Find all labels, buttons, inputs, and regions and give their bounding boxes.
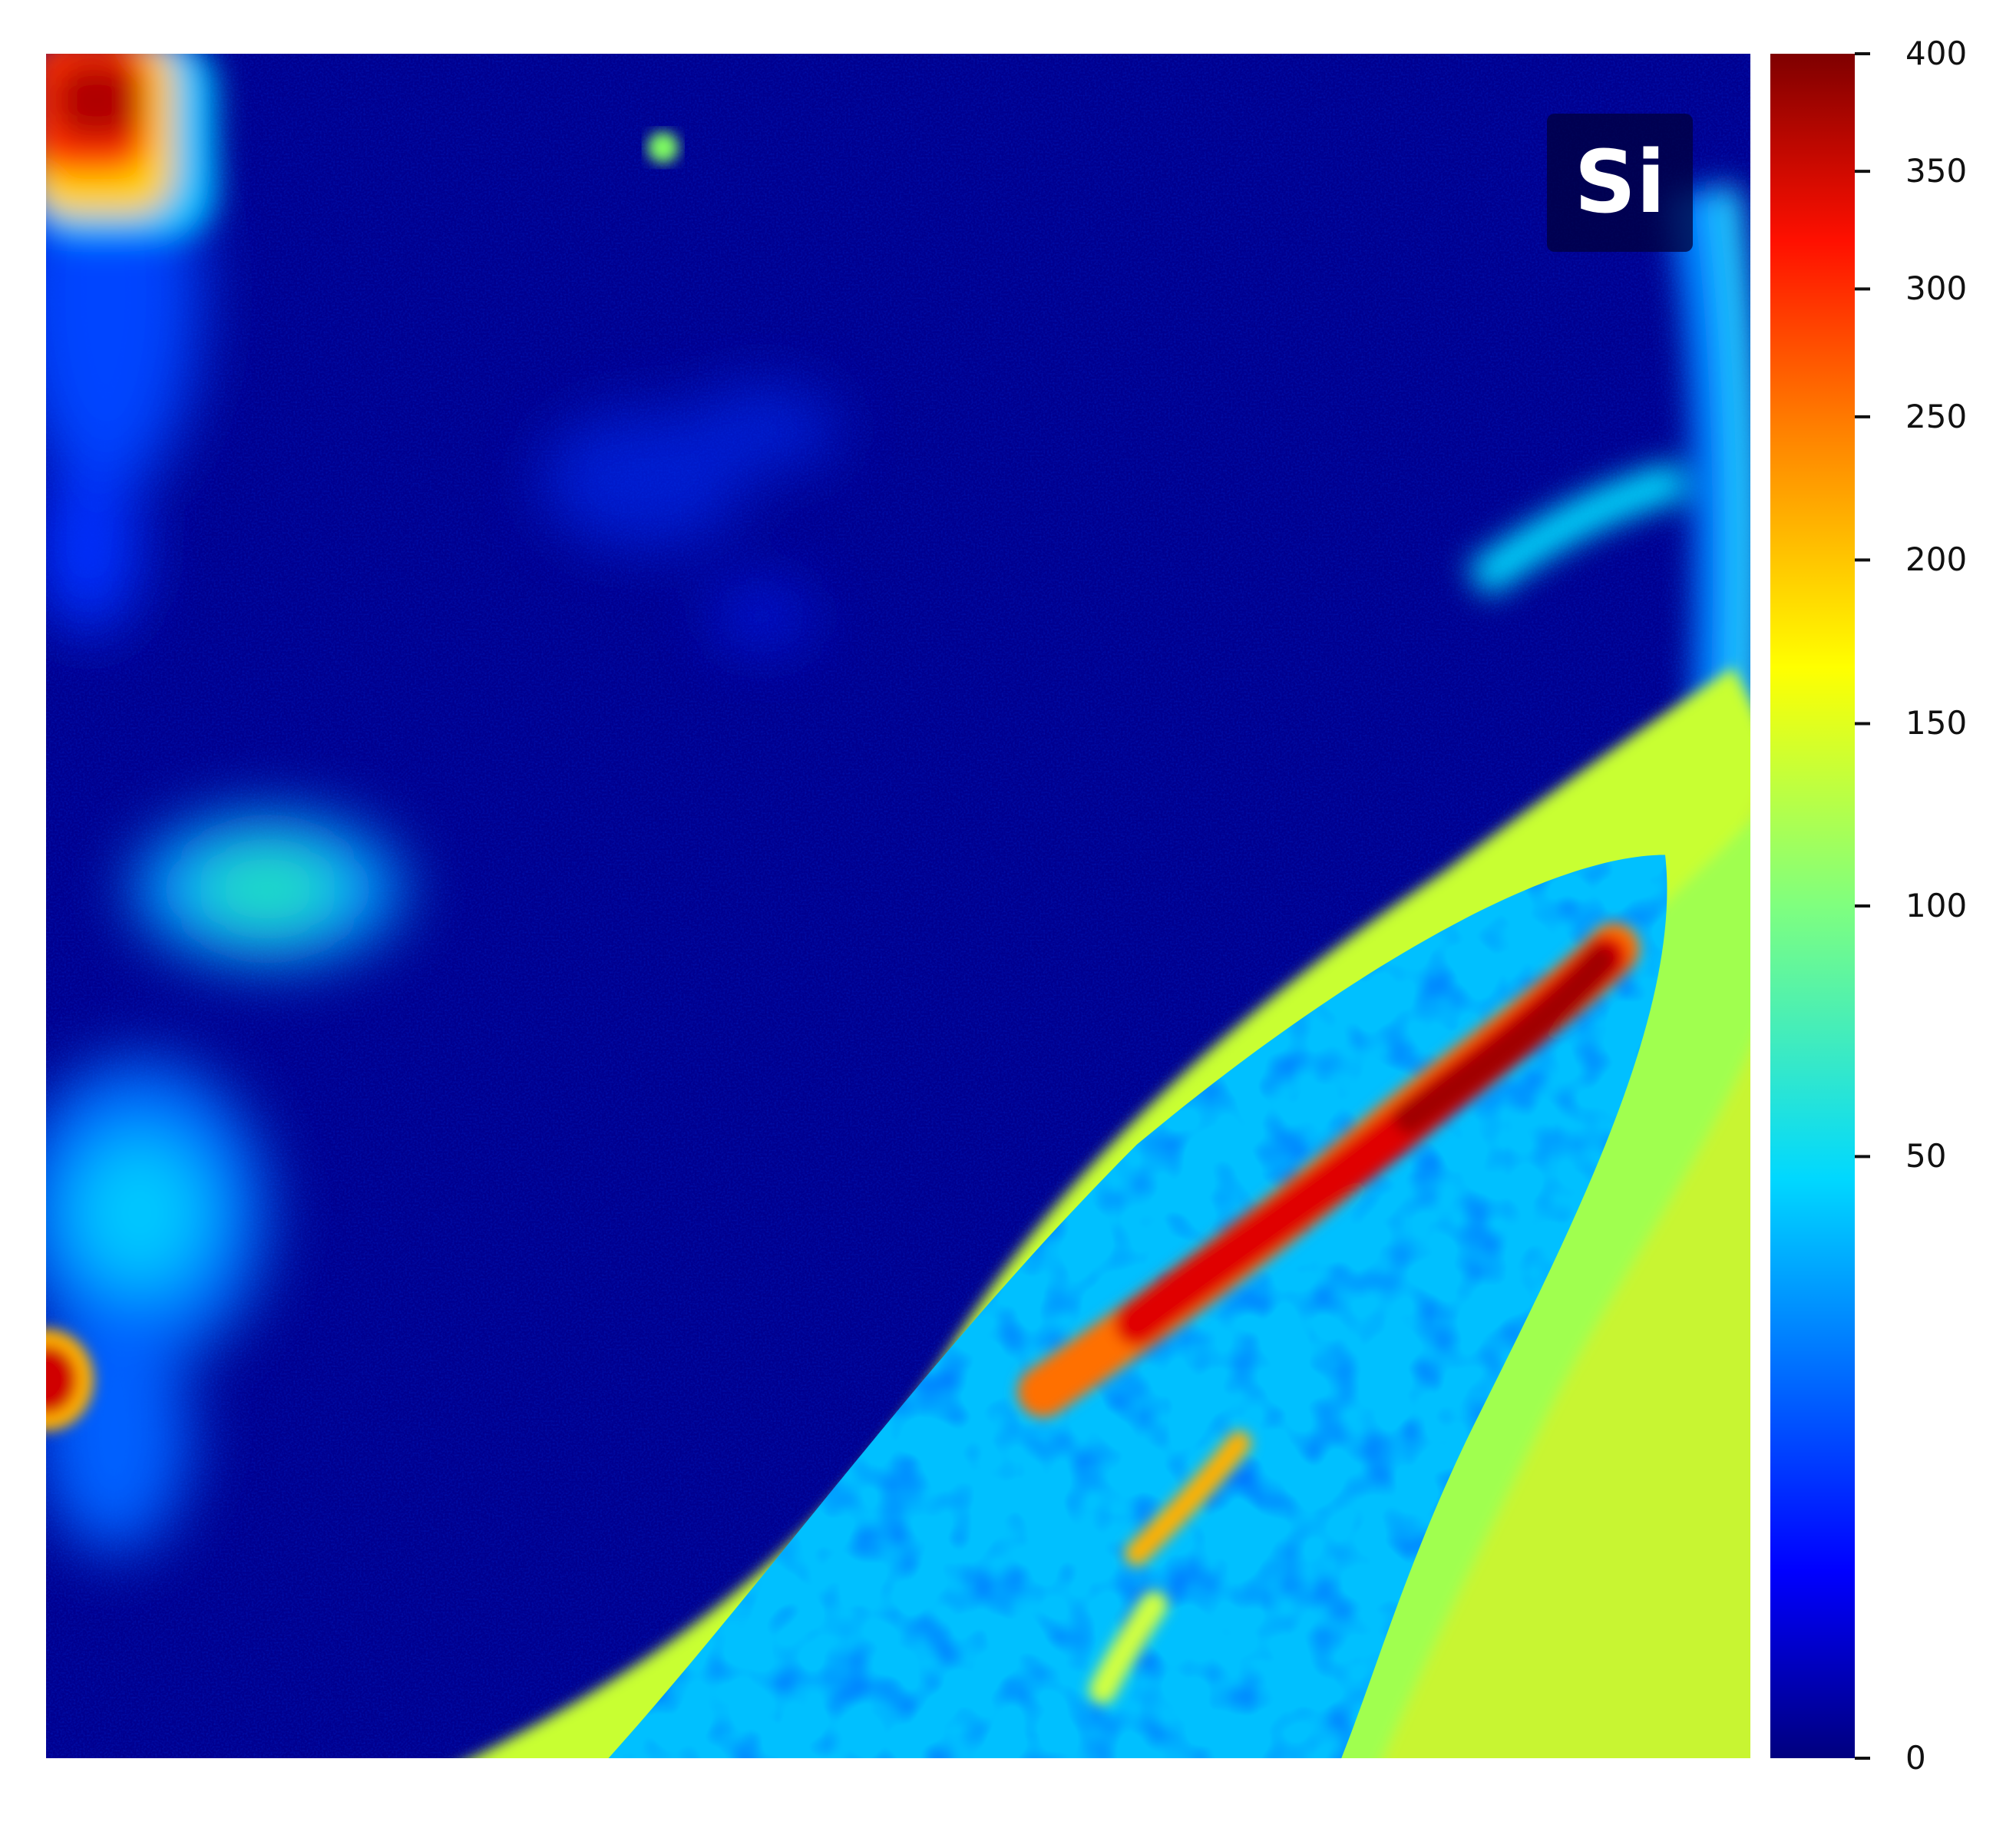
left-edge-hotspot bbox=[46, 1328, 94, 1431]
colorbar-tick-label: 250 bbox=[1905, 397, 1968, 435]
heatmap-image: Si bbox=[46, 54, 1750, 1758]
top-left-hotspot bbox=[46, 54, 216, 242]
colorbar-tick-label: 50 bbox=[1905, 1137, 1947, 1175]
upper-right-features bbox=[1466, 183, 1750, 737]
heatmap-svg bbox=[46, 54, 1750, 1758]
colorbar-tick-label: 300 bbox=[1905, 269, 1968, 308]
secondary-streak bbox=[1089, 1430, 1251, 1704]
colorbar-tick-label: 150 bbox=[1905, 704, 1968, 742]
faint-patch-upper-center bbox=[540, 385, 839, 650]
element-label-badge: Si bbox=[1547, 114, 1693, 252]
colorbar-gradient bbox=[1770, 54, 1855, 1758]
colorbar bbox=[1770, 52, 1870, 1760]
colorbar-tick-label: 100 bbox=[1905, 887, 1968, 924]
colorbar-tick-label: 350 bbox=[1905, 152, 1968, 190]
colorbar-tick-label: 0 bbox=[1905, 1739, 1926, 1777]
element-label: Si bbox=[1574, 133, 1666, 233]
colorbar-tick-label: 200 bbox=[1905, 541, 1968, 579]
colorbar-ticks bbox=[1855, 52, 1870, 1760]
small-dot bbox=[647, 132, 679, 164]
colorbar-tick-label: 400 bbox=[1905, 35, 1968, 72]
diagonal-hot-streak bbox=[1017, 923, 1640, 1417]
